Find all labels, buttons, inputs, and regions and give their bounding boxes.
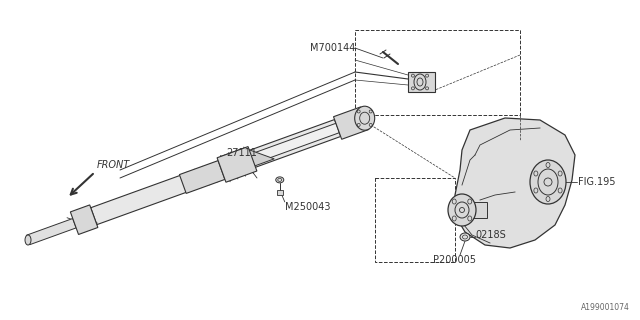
Polygon shape xyxy=(217,147,257,182)
Text: A199001074: A199001074 xyxy=(581,303,630,312)
Text: M700144: M700144 xyxy=(310,43,355,53)
Polygon shape xyxy=(239,123,339,168)
Polygon shape xyxy=(91,120,340,225)
Ellipse shape xyxy=(448,194,476,226)
Polygon shape xyxy=(333,107,369,139)
Polygon shape xyxy=(26,219,76,245)
Text: 0218S: 0218S xyxy=(475,230,506,240)
Ellipse shape xyxy=(25,235,31,245)
Text: P200005: P200005 xyxy=(433,255,477,265)
Text: FRONT: FRONT xyxy=(97,160,131,170)
Ellipse shape xyxy=(530,160,566,204)
Polygon shape xyxy=(276,190,283,195)
Text: FIG.195: FIG.195 xyxy=(578,177,616,187)
Polygon shape xyxy=(472,202,487,218)
Polygon shape xyxy=(455,118,575,248)
Polygon shape xyxy=(70,205,98,235)
Ellipse shape xyxy=(414,74,426,90)
Polygon shape xyxy=(408,72,435,92)
Ellipse shape xyxy=(276,177,284,183)
Text: 27111: 27111 xyxy=(227,148,257,158)
Polygon shape xyxy=(221,148,275,167)
Ellipse shape xyxy=(460,233,470,241)
Ellipse shape xyxy=(355,106,374,130)
Text: M250043: M250043 xyxy=(285,202,330,212)
Polygon shape xyxy=(179,161,225,193)
